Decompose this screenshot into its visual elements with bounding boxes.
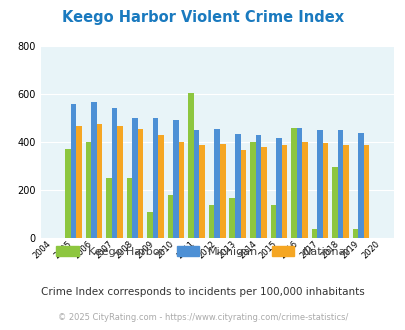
Text: Crime Index corresponds to incidents per 100,000 inhabitants: Crime Index corresponds to incidents per… <box>41 287 364 297</box>
Bar <box>290 127 296 238</box>
Bar <box>331 167 337 238</box>
Bar <box>138 129 143 238</box>
Bar <box>311 229 316 238</box>
Bar <box>363 146 369 238</box>
Bar <box>270 205 275 238</box>
Bar <box>357 133 363 238</box>
Bar <box>281 146 286 238</box>
Bar <box>194 130 199 238</box>
Text: © 2025 CityRating.com - https://www.cityrating.com/crime-statistics/: © 2025 CityRating.com - https://www.city… <box>58 313 347 322</box>
Bar <box>229 198 234 238</box>
Text: Keego Harbor Violent Crime Index: Keego Harbor Violent Crime Index <box>62 10 343 25</box>
Bar <box>255 135 260 238</box>
Bar <box>126 178 132 238</box>
Bar <box>260 147 266 238</box>
Bar <box>275 138 281 238</box>
Bar <box>111 108 117 238</box>
Bar <box>322 143 327 238</box>
Bar <box>70 104 76 238</box>
Bar <box>65 149 70 238</box>
Bar <box>91 102 96 238</box>
Bar <box>296 127 301 238</box>
Bar <box>173 120 179 238</box>
Bar <box>352 229 357 238</box>
Bar <box>342 146 348 238</box>
Bar <box>132 118 138 238</box>
Bar <box>96 124 102 238</box>
Bar <box>167 195 173 238</box>
Bar <box>188 93 194 238</box>
Bar <box>316 130 322 238</box>
Bar <box>106 178 111 238</box>
Bar <box>234 134 240 238</box>
Bar <box>214 129 220 238</box>
Bar <box>301 142 307 238</box>
Bar <box>117 126 123 238</box>
Bar <box>240 149 245 238</box>
Legend: Keego Harbor, Michigan, National: Keego Harbor, Michigan, National <box>53 243 352 260</box>
Bar <box>249 142 255 238</box>
Bar <box>337 130 342 238</box>
Bar <box>158 135 164 238</box>
Bar <box>152 118 158 238</box>
Bar <box>220 144 225 238</box>
Bar <box>76 126 81 238</box>
Bar <box>209 205 214 238</box>
Bar <box>147 213 152 238</box>
Bar <box>85 142 91 238</box>
Bar <box>179 142 184 238</box>
Bar <box>199 145 205 238</box>
